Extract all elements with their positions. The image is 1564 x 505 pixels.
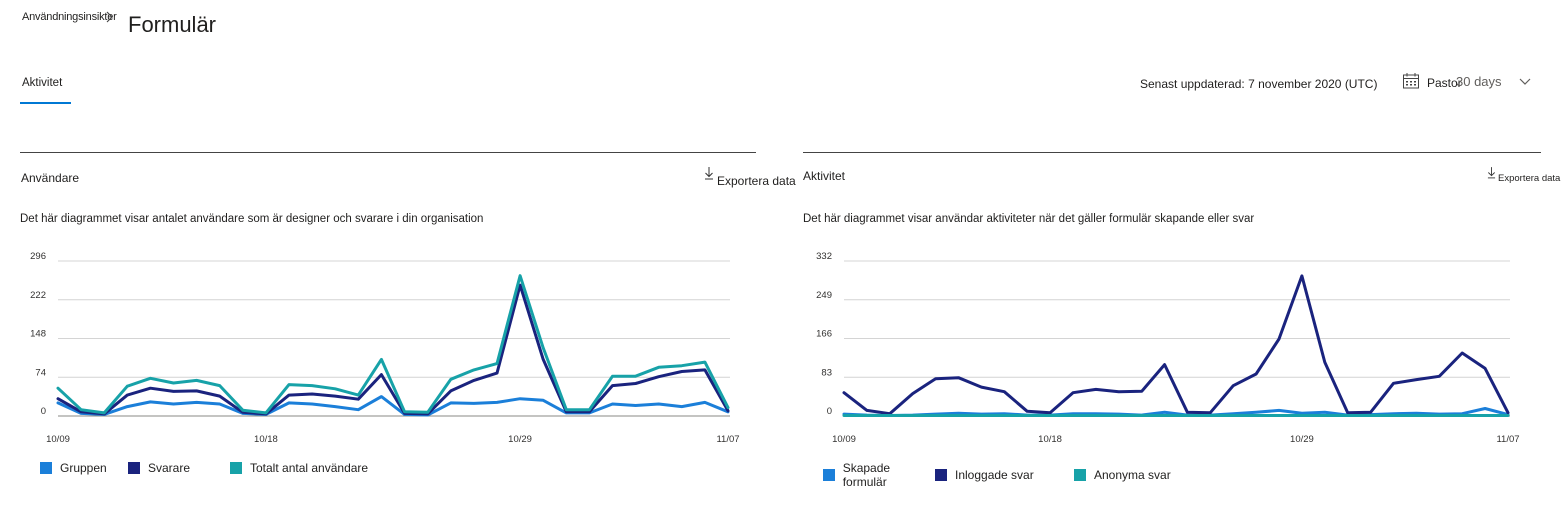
- series-line-svarare[interactable]: [56, 283, 730, 416]
- y-tick-label: 0: [41, 406, 46, 417]
- legend-swatch: [823, 469, 835, 481]
- y-tick-label: 249: [816, 290, 832, 301]
- legend-activity: Skapade formulär Inloggade svar Anonyma …: [823, 461, 1171, 489]
- legend-item-svarare[interactable]: Svarare: [128, 461, 230, 475]
- x-tick-label: 10/18: [254, 434, 278, 445]
- x-tick-label: 11/07: [716, 434, 739, 445]
- legend-label: Gruppen: [60, 461, 107, 475]
- series-line-skapade-formulär[interactable]: [842, 407, 1510, 417]
- card-description-activity: Det här diagrammet visar användar aktivi…: [803, 213, 1255, 225]
- legend-label: Skapade formulär: [842, 461, 891, 489]
- activity-line-chart: 0 83 166 249 332 10/09 10/18 10/29 11/07: [816, 251, 1519, 445]
- legend-swatch: [935, 469, 947, 481]
- breadcrumb-chevron-icon: [105, 10, 115, 27]
- legend-swatch: [230, 462, 242, 474]
- calendar-icon[interactable]: [1402, 72, 1420, 95]
- page-title: Formulär: [128, 12, 217, 37]
- y-tick-label: 148: [30, 329, 46, 340]
- card-divider-users: [20, 152, 756, 153]
- y-tick-label: 332: [816, 251, 832, 262]
- y-tick-label: 0: [827, 406, 832, 417]
- legend-item-anonyma[interactable]: Anonyma svar: [1074, 461, 1171, 489]
- x-tick-label: 10/29: [508, 434, 532, 445]
- series-line-gruppen[interactable]: [56, 395, 730, 417]
- legend-label: Inloggade svar: [955, 468, 1034, 482]
- y-tick-label: 83: [821, 367, 832, 378]
- chevron-down-icon[interactable]: [1518, 75, 1532, 94]
- tab-activity[interactable]: Aktivitet: [22, 77, 63, 89]
- series-line-totalt-antal-användare[interactable]: [56, 274, 730, 415]
- legend-item-skapade[interactable]: Skapade formulär: [823, 461, 935, 489]
- export-label: Exportera data: [717, 173, 796, 188]
- tab-active-indicator: [20, 102, 71, 104]
- x-tick-label: 10/09: [46, 434, 70, 445]
- y-tick-label: 222: [30, 290, 46, 301]
- x-tick-label: 11/07: [1496, 434, 1519, 445]
- card-title-activity: Aktivitet: [803, 169, 846, 183]
- legend-label: Anonyma svar: [1094, 468, 1171, 482]
- legend-label: Totalt antal användare: [250, 461, 369, 475]
- x-tick-label: 10/09: [832, 434, 856, 445]
- export-label: Exportera data: [1498, 172, 1561, 184]
- export-button-users[interactable]: Exportera data: [704, 166, 796, 188]
- users-line-chart: 0 74 148 222 296 10/09 10/18 10/29 11/07: [30, 251, 739, 445]
- card-divider-activity: [803, 152, 1541, 153]
- x-tick-label: 10/29: [1290, 434, 1314, 445]
- y-tick-label: 296: [30, 251, 46, 262]
- legend-item-totalt[interactable]: Totalt antal användare: [230, 461, 368, 475]
- breadcrumb-parent-link[interactable]: Användningsinsikter: [22, 11, 117, 23]
- last-updated-text: Senast uppdaterad: 7 november 2020 (UTC): [1140, 77, 1378, 91]
- legend-swatch: [128, 462, 140, 474]
- export-button-activity[interactable]: Exportera data: [1487, 166, 1561, 184]
- legend-swatch: [40, 462, 52, 474]
- legend-swatch: [1074, 469, 1086, 481]
- legend-users: Gruppen Svarare Totalt antal användare: [40, 461, 368, 475]
- y-tick-label: 166: [816, 329, 832, 340]
- download-icon: [1487, 166, 1496, 182]
- y-tick-label: 74: [35, 367, 46, 378]
- card-title-users: Användare: [21, 171, 80, 185]
- period-label[interactable]: Pastor: [1427, 76, 1462, 90]
- series-line-inloggade-svar[interactable]: [842, 274, 1510, 416]
- card-description-users: Det här diagrammet visar antalet använda…: [20, 213, 484, 225]
- legend-item-gruppen[interactable]: Gruppen: [40, 461, 128, 475]
- legend-item-inloggade[interactable]: Inloggade svar: [935, 461, 1074, 489]
- download-icon: [704, 166, 714, 183]
- period-value[interactable]: 30 days: [1456, 74, 1502, 89]
- legend-label: Svarare: [148, 461, 191, 475]
- x-tick-label: 10/18: [1038, 434, 1062, 445]
